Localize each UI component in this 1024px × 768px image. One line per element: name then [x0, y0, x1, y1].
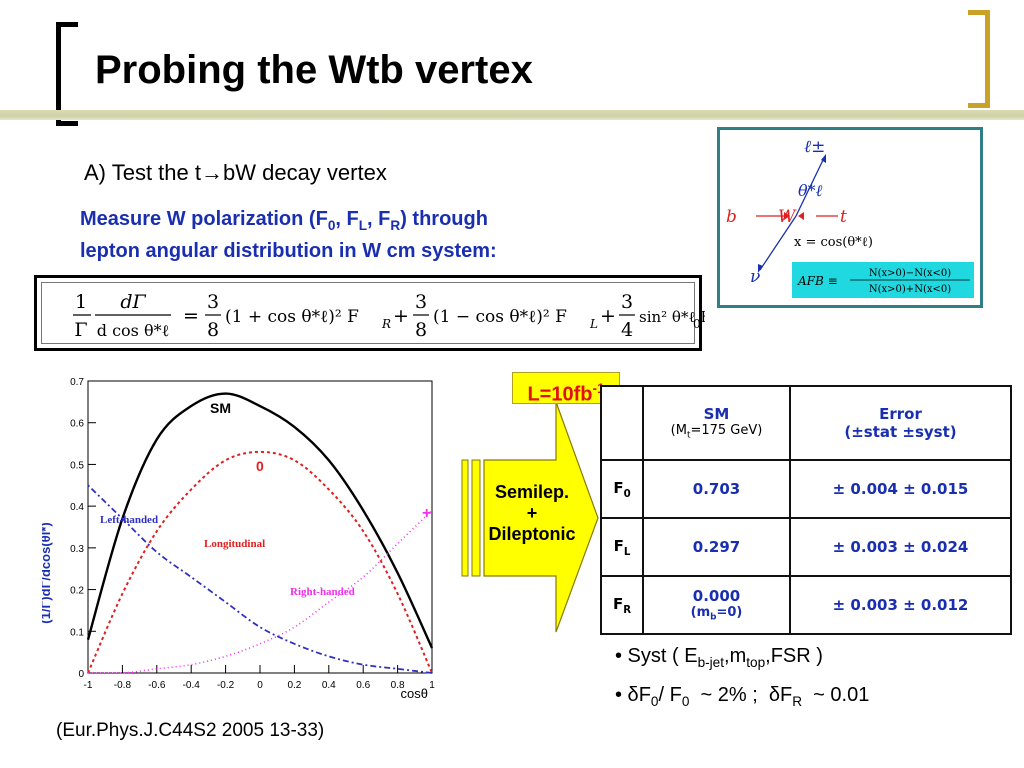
formula-d-den: d cos θ*ℓ [97, 321, 170, 340]
y-tick-label: 0.6 [70, 419, 84, 430]
inset-afb-num: N(x>0)−N(x<0) [869, 268, 951, 279]
x-tick-label: -0.6 [148, 680, 166, 691]
longitudinal-label: Longitudinal [204, 538, 265, 550]
longitudinal-curve-marker: 0 [256, 458, 264, 474]
angular-distribution-formula: 1 Γ dΓ d cos θ*ℓ = 3 8 (1 + cos θ*ℓ)² F … [34, 275, 705, 351]
sm-value: 0.703 [642, 459, 791, 519]
plot-xlabel: cosθ [401, 686, 428, 701]
y-tick-label: 0.1 [70, 627, 84, 638]
formula-frac2-den: 8 [415, 319, 427, 341]
formula-lhs-num: 1 [75, 291, 87, 313]
sm-header: SM (Mt=175 GeV) [642, 385, 791, 461]
y-tick-label: 0.2 [70, 586, 84, 597]
table-row: F0 0.703 ± 0.004 ± 0.015 [600, 459, 1012, 519]
right-handed-label: Right-handed [290, 586, 355, 598]
corner-cell [600, 385, 644, 461]
formula-frac3-den: 4 [621, 319, 633, 341]
polarization-note-line2: lepton angular distribution in W cm syst… [80, 240, 497, 262]
x-tick-label: -0.2 [217, 680, 235, 691]
analysis-channel-arrow [460, 396, 600, 636]
inset-afb-lhs: AFB ≡ [797, 274, 838, 288]
bullet-syst: • Syst ( Eb-jet,mtop,FSR ) [615, 645, 823, 670]
plot-frame [87, 380, 433, 674]
inset-b-label: b [726, 207, 737, 227]
sm-value: 0.297 [642, 517, 791, 577]
inset-t-label: t [840, 207, 847, 227]
decay-kinematics-inset: b W t ℓ± θ*ℓ ν x = cos(θ*ℓ) AFB ≡ N(x>0)… [717, 127, 983, 308]
analysis-channel-text: Semilep. + Dileptonic [488, 482, 576, 544]
x-tick-label: -1 [84, 680, 93, 691]
left-bracket-decoration [56, 22, 78, 126]
inset-x-definition: x = cos(θ*ℓ) [794, 235, 873, 250]
formula-term1: (1 + cos θ*ℓ)² F [225, 307, 359, 327]
y-tick-label: 0.3 [70, 544, 84, 555]
y-tick-label: 0 [78, 669, 84, 680]
systematics-bullets: • Syst ( Eb-jet,mtop,FSR ) • δF0/ F0 ~ 2… [615, 640, 869, 718]
inset-lepton-label: ℓ± [804, 137, 825, 157]
inset-w-label: W [778, 207, 797, 227]
series-line-3 [87, 484, 433, 674]
plot-ylabel: (1/Γ)dΓ/dcos(θl*) [42, 522, 53, 623]
formula-lhs-den: Γ [74, 319, 87, 341]
y-tick-label: 0.5 [70, 460, 84, 471]
sm-curve-label: SM [210, 400, 231, 416]
svg-text:+: + [600, 305, 616, 327]
row-label: FL [600, 517, 644, 577]
row-label: FR [600, 575, 644, 635]
x-tick-label: 1 [429, 680, 435, 691]
y-tick-label: 0.7 [70, 377, 84, 388]
x-tick-label: 0.6 [356, 680, 370, 691]
luminosity-badge: L=10fb-1 [512, 372, 620, 406]
inset-theta-label: θ*ℓ [798, 181, 823, 200]
formula-term3: sin² θ*ℓ F [639, 308, 705, 326]
series-line-2 [87, 450, 433, 674]
formula-frac1-num: 3 [207, 291, 219, 313]
polarization-results-table: SM (Mt=175 GeV) Error (±stat ±syst) F0 0.7… [600, 385, 1012, 635]
error-header: Error (±stat ±syst) [789, 385, 1012, 461]
left-handed-label: Left-handed [100, 514, 158, 526]
error-value: ± 0.004 ± 0.015 [789, 459, 1012, 519]
svg-text:+: + [393, 305, 409, 327]
x-tick-label: -0.8 [114, 680, 132, 691]
table-row: FL 0.297 ± 0.003 ± 0.024 [600, 517, 1012, 577]
right-bracket-decoration [968, 10, 990, 108]
citation: (Eur.Phys.J.C44S2 2005 13-33) [56, 720, 325, 741]
svg-text:=: = [183, 305, 199, 327]
svg-text:L: L [589, 317, 598, 331]
inset-nu-label: ν [750, 267, 760, 287]
error-value: ± 0.003 ± 0.024 [789, 517, 1012, 577]
polarization-note-line1: Measure W polarization (F0, FL, FR) thro… [80, 208, 488, 233]
svg-text:0: 0 [693, 317, 701, 331]
formula-frac3-num: 3 [621, 291, 633, 313]
title-rule [0, 110, 1024, 120]
x-tick-label: -0.4 [183, 680, 201, 691]
error-value: ± 0.003 ± 0.012 [789, 575, 1012, 635]
formula-frac1-den: 8 [207, 319, 219, 341]
x-tick-label: 0.8 [391, 680, 405, 691]
x-tick-label: 0.4 [322, 680, 336, 691]
series-line-4 [87, 509, 433, 675]
section-heading: A) Test the t→bW decay vertex [84, 160, 387, 185]
bullet-precision: • δF0/ F0 ~ 2% ; δFR ~ 0.01 [615, 684, 870, 709]
table-row: FR 0.000 (mb=0) ± 0.003 ± 0.012 [600, 575, 1012, 635]
formula-term2: (1 − cos θ*ℓ)² F [433, 307, 567, 327]
right-handed-curve-marker: + [422, 505, 431, 522]
x-tick-label: 0.2 [287, 680, 301, 691]
row-label: F0 [600, 459, 644, 519]
inset-afb-den: N(x>0)+N(x<0) [869, 284, 951, 295]
series-line-1 [86, 392, 434, 649]
formula-frac2-num: 3 [415, 291, 427, 313]
formula-d-num: dΓ [120, 291, 146, 313]
svg-text:R: R [381, 317, 391, 331]
sm-value: 0.000 (mb=0) [642, 575, 791, 635]
angular-distribution-plot: 0 0.1 0.2 0.3 0.4 0.5 0.6 0.7 -1 -0.8 -0.6 -0.4 -0.2… [42, 373, 442, 703]
slide-title: Probing the Wtb vertex [95, 48, 533, 92]
y-tick-label: 0.4 [70, 502, 84, 513]
x-tick-label: 0 [257, 680, 263, 691]
